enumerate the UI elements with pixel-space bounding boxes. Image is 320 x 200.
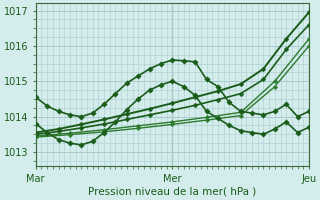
X-axis label: Pression niveau de la mer( hPa ): Pression niveau de la mer( hPa ) — [88, 187, 256, 197]
